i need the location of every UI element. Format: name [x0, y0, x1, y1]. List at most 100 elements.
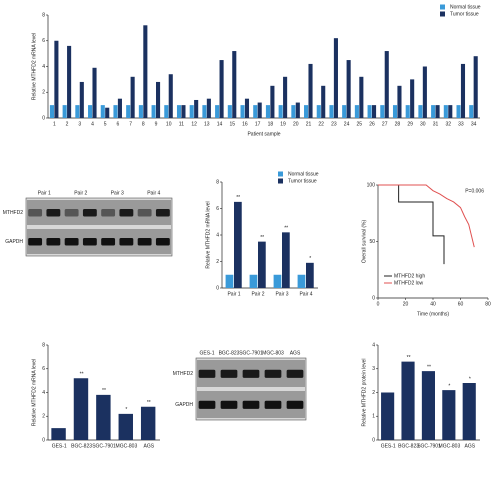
- bar: [270, 85, 275, 118]
- y-tick-label: 1: [372, 414, 375, 420]
- significance-label: *: [469, 376, 471, 382]
- bar: [329, 105, 334, 118]
- y-tick-label: 2: [216, 259, 219, 265]
- bar: [278, 105, 283, 118]
- bar: [140, 406, 156, 440]
- x-tick-label: 25: [357, 121, 363, 127]
- legend-label: Tumor tissue: [288, 178, 317, 184]
- legend-label: Normal tissue: [288, 171, 319, 177]
- blot-band: [119, 209, 134, 217]
- bar: [380, 105, 385, 118]
- bar: [321, 85, 326, 118]
- bar: [421, 371, 435, 440]
- bar: [381, 392, 395, 440]
- x-tick-label: 27: [382, 121, 388, 127]
- x-tick-label: 12: [191, 121, 197, 127]
- blot-band: [264, 369, 282, 378]
- x-tick-label: AGS: [144, 443, 155, 449]
- y-tick-label: 8: [216, 179, 219, 185]
- bar: [473, 56, 478, 118]
- bar: [306, 262, 314, 288]
- blot-band: [137, 238, 152, 246]
- x-tick-label: SGC-7901: [417, 443, 441, 449]
- bar: [291, 105, 296, 118]
- y-tick-label: 4: [372, 342, 375, 348]
- y-axis-label: Overall survival (%): [361, 219, 367, 263]
- bar: [164, 105, 169, 118]
- x-tick-label: 80: [485, 301, 491, 307]
- y-tick-label: 6: [42, 366, 45, 372]
- y-tick-label: 6: [216, 206, 219, 212]
- x-tick-label: 33: [458, 121, 464, 127]
- blot-band: [264, 400, 282, 409]
- bar: [92, 67, 97, 118]
- bar: [297, 274, 306, 288]
- blot-band: [286, 369, 304, 378]
- bar: [234, 201, 242, 288]
- x-tick-label: 30: [420, 121, 426, 127]
- x-tick-label: BGC-823: [398, 443, 419, 449]
- blot-band: [119, 238, 134, 246]
- x-tick-label: 1: [53, 121, 56, 127]
- legend-swatch: [278, 171, 283, 177]
- y-tick-label: 4: [42, 390, 45, 396]
- y-tick-label: 4: [216, 232, 219, 238]
- x-tick-label: 13: [204, 121, 210, 127]
- bar: [194, 99, 199, 118]
- bar: [282, 232, 290, 288]
- x-tick-label: 8: [142, 121, 145, 127]
- significance-label: **: [236, 195, 240, 201]
- blot-band: [137, 209, 152, 217]
- bar: [244, 98, 250, 118]
- bar: [100, 105, 105, 118]
- bar: [189, 105, 194, 118]
- y-tick-label: 0: [216, 285, 219, 291]
- x-tick-label: Pair 3: [275, 291, 288, 297]
- bar: [304, 105, 309, 118]
- bar: [253, 105, 258, 118]
- x-tick-label: 6: [116, 121, 119, 127]
- significance-label: **: [407, 355, 411, 361]
- x-tick-label: 31: [433, 121, 439, 127]
- blot-band: [64, 238, 79, 246]
- lane-label: GES-1: [199, 350, 214, 356]
- lane-label: Pair 1: [38, 190, 51, 196]
- bar: [49, 105, 54, 118]
- bar: [384, 51, 389, 118]
- x-tick-label: 7: [129, 121, 132, 127]
- y-tick-label: 2: [42, 414, 45, 420]
- x-tick-label: AGS: [465, 443, 476, 449]
- blot-band: [82, 238, 97, 246]
- bar: [257, 102, 262, 118]
- bar: [316, 105, 321, 118]
- x-tick-label: 11: [179, 121, 184, 127]
- bar: [67, 45, 72, 118]
- bar: [435, 105, 440, 118]
- legend-swatch: [440, 11, 445, 17]
- x-tick-label: 17: [255, 121, 261, 127]
- bar: [283, 76, 288, 118]
- y-axis-label: Relative MTHFD2 mRNA level: [31, 33, 37, 100]
- bar: [51, 428, 66, 440]
- y-tick-label: 100: [367, 182, 376, 188]
- x-tick-label: 34: [471, 121, 477, 127]
- x-tick-label: 16: [242, 121, 248, 127]
- lane-label: Pair 2: [74, 190, 87, 196]
- x-tick-label: 22: [318, 121, 324, 127]
- blot-band: [82, 209, 97, 217]
- x-tick-label: 23: [331, 121, 337, 127]
- blot-band: [28, 209, 43, 217]
- y-tick-label: 6: [42, 38, 45, 44]
- bar: [232, 51, 237, 118]
- blot-band: [198, 400, 216, 409]
- bar: [225, 274, 234, 288]
- x-tick-label: Pair 1: [227, 291, 240, 297]
- x-tick-label: 4: [91, 121, 94, 127]
- bar: [443, 105, 448, 118]
- x-tick-label: 19: [280, 121, 286, 127]
- x-tick-label: Pair 2: [251, 291, 264, 297]
- bar: [308, 63, 313, 118]
- bar: [168, 74, 173, 118]
- bar: [126, 105, 131, 118]
- x-tick-label: 20: [293, 121, 299, 127]
